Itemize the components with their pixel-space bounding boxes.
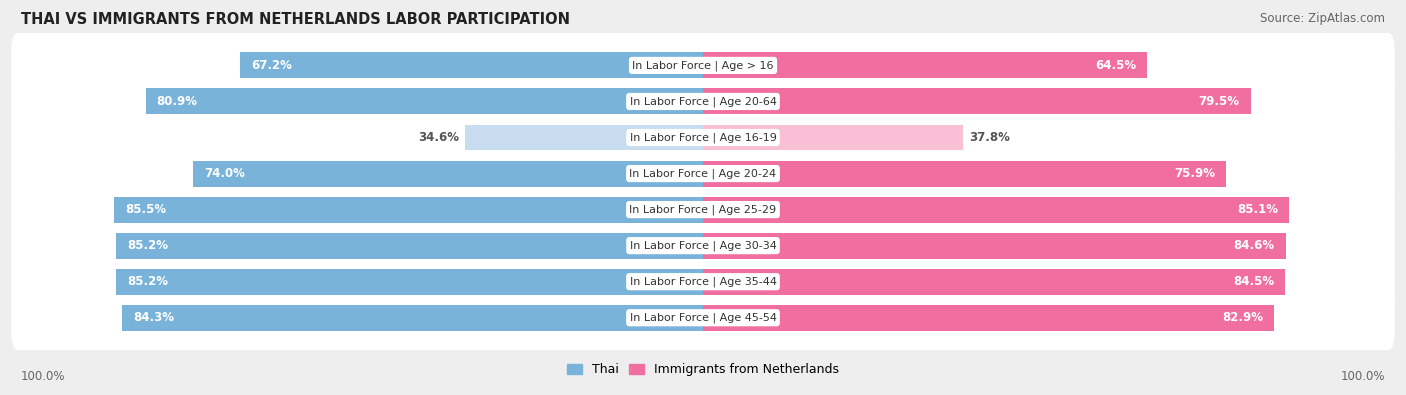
FancyBboxPatch shape <box>11 33 1395 98</box>
Text: THAI VS IMMIGRANTS FROM NETHERLANDS LABOR PARTICIPATION: THAI VS IMMIGRANTS FROM NETHERLANDS LABO… <box>21 12 569 27</box>
Text: In Labor Force | Age 45-54: In Labor Force | Age 45-54 <box>630 312 776 323</box>
FancyBboxPatch shape <box>11 213 1395 278</box>
Bar <box>703 305 1274 331</box>
Legend: Thai, Immigrants from Netherlands: Thai, Immigrants from Netherlands <box>562 358 844 382</box>
Bar <box>146 88 703 115</box>
Bar <box>193 161 703 186</box>
FancyBboxPatch shape <box>11 141 1395 206</box>
Text: In Labor Force | Age 20-64: In Labor Force | Age 20-64 <box>630 96 776 107</box>
Text: In Labor Force | Age 20-24: In Labor Force | Age 20-24 <box>630 168 776 179</box>
Text: 79.5%: 79.5% <box>1199 95 1240 108</box>
Text: In Labor Force | Age 35-44: In Labor Force | Age 35-44 <box>630 276 776 287</box>
Text: 64.5%: 64.5% <box>1095 59 1136 72</box>
Text: 37.8%: 37.8% <box>969 131 1010 144</box>
Text: 75.9%: 75.9% <box>1174 167 1215 180</box>
FancyBboxPatch shape <box>11 249 1395 314</box>
Text: 85.2%: 85.2% <box>127 275 169 288</box>
Bar <box>117 269 703 295</box>
FancyBboxPatch shape <box>11 105 1395 170</box>
Bar <box>703 124 963 150</box>
Bar <box>703 161 1226 186</box>
Text: In Labor Force | Age 25-29: In Labor Force | Age 25-29 <box>630 204 776 215</box>
Bar <box>117 233 703 259</box>
Bar <box>703 53 1147 78</box>
Text: Source: ZipAtlas.com: Source: ZipAtlas.com <box>1260 12 1385 25</box>
Text: 85.2%: 85.2% <box>127 239 169 252</box>
Bar <box>703 88 1251 115</box>
Text: 100.0%: 100.0% <box>1340 370 1385 383</box>
Bar <box>703 233 1286 259</box>
Bar <box>122 305 703 331</box>
FancyBboxPatch shape <box>11 285 1395 350</box>
FancyBboxPatch shape <box>11 177 1395 242</box>
Text: 85.1%: 85.1% <box>1237 203 1278 216</box>
Text: 74.0%: 74.0% <box>204 167 245 180</box>
Text: 84.6%: 84.6% <box>1233 239 1275 252</box>
Bar <box>464 124 703 150</box>
Text: In Labor Force | Age 30-34: In Labor Force | Age 30-34 <box>630 241 776 251</box>
Text: 100.0%: 100.0% <box>21 370 66 383</box>
Text: 67.2%: 67.2% <box>252 59 292 72</box>
Bar <box>114 197 703 222</box>
Text: In Labor Force | Age > 16: In Labor Force | Age > 16 <box>633 60 773 71</box>
Text: 80.9%: 80.9% <box>156 95 198 108</box>
Text: 84.5%: 84.5% <box>1233 275 1274 288</box>
FancyBboxPatch shape <box>11 69 1395 134</box>
Bar <box>240 53 703 78</box>
Bar <box>703 269 1285 295</box>
Text: In Labor Force | Age 16-19: In Labor Force | Age 16-19 <box>630 132 776 143</box>
Text: 34.6%: 34.6% <box>418 131 460 144</box>
Text: 84.3%: 84.3% <box>134 311 174 324</box>
Text: 82.9%: 82.9% <box>1222 311 1263 324</box>
Text: 85.5%: 85.5% <box>125 203 166 216</box>
Bar <box>703 197 1289 222</box>
